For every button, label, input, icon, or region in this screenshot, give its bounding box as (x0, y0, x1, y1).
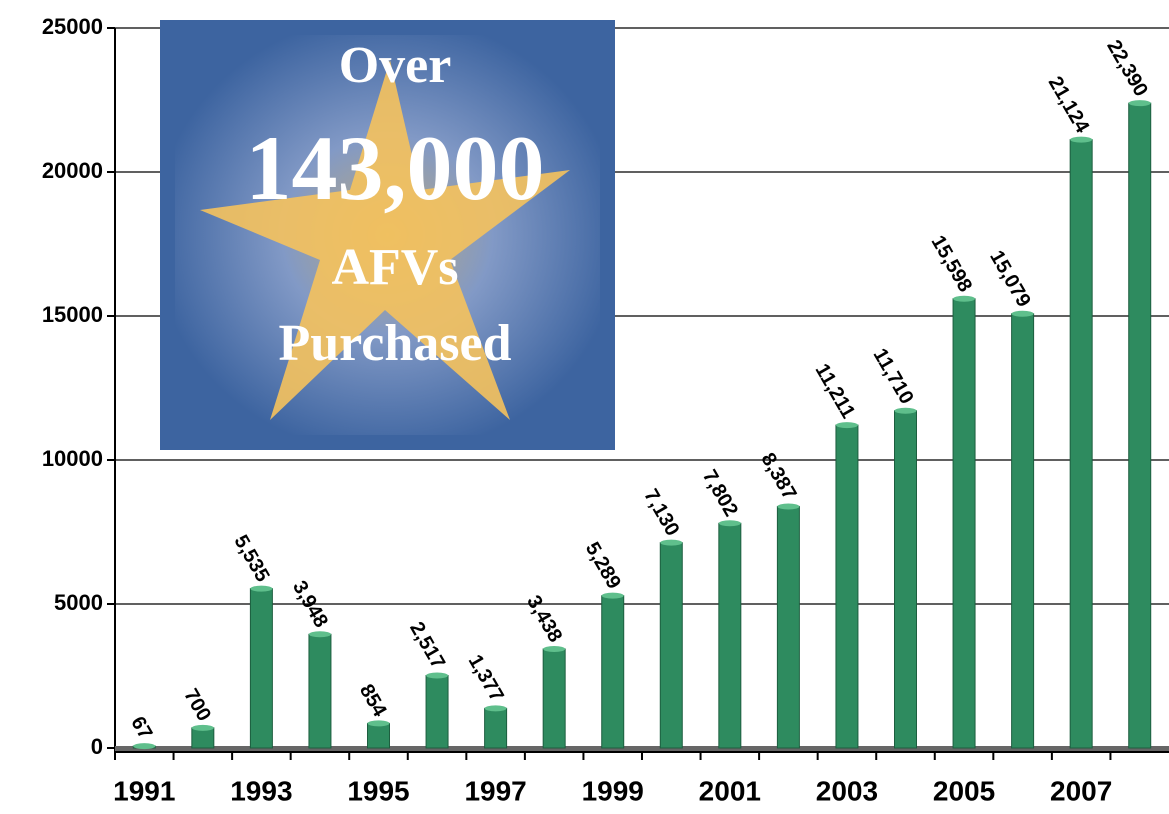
bar-cap (309, 631, 331, 637)
y-tick-label: 20000 (42, 158, 103, 183)
bar-cap (953, 296, 975, 302)
bar-cap (133, 743, 155, 749)
floor (115, 746, 1169, 751)
annotation: Purchased (278, 315, 511, 372)
chart: Over 143,000 AFVs Purchased 0 5000 10000 15… (0, 0, 1169, 809)
bar-cap (426, 673, 448, 679)
value-label: 15,079 (985, 247, 1035, 311)
annotation: Over (339, 37, 452, 94)
bar (660, 543, 682, 748)
bar-cap (485, 705, 507, 711)
bar (485, 708, 507, 748)
bar-cap (895, 408, 917, 414)
x-tick-label: 2001 (699, 775, 761, 806)
bar (953, 299, 975, 748)
badge-image: Over 143,000 AFVs Purchased (160, 20, 615, 450)
y-tick-label: 15000 (42, 302, 103, 327)
annotation: AFVs (331, 239, 458, 296)
value-label: 1,377 (464, 651, 508, 705)
bar (543, 649, 565, 748)
y-tick-label: 5000 (54, 590, 103, 615)
bar (836, 425, 858, 748)
bar-cap (368, 720, 390, 726)
value-label: 67 (126, 713, 156, 743)
value-label: 11,211 (811, 360, 860, 422)
bar (777, 506, 799, 748)
bar (1070, 140, 1092, 748)
bar-cap (777, 503, 799, 509)
bar (1012, 314, 1034, 748)
value-label: 700 (179, 685, 215, 725)
value-label: 8,387 (756, 449, 800, 503)
x-tick-label: 1993 (230, 775, 292, 806)
value-label: 5,535 (229, 531, 273, 585)
value-label: 5,289 (581, 538, 625, 592)
bar-cap (602, 593, 624, 599)
x-tick-label: 2003 (816, 775, 878, 806)
bar-cap (192, 725, 214, 731)
y-tick-label: 25000 (42, 14, 103, 39)
bar-cap (1012, 311, 1034, 317)
x-tick-label: 1991 (113, 775, 175, 806)
annotation: 143,000 (246, 117, 545, 219)
value-label: 15,598 (927, 232, 977, 296)
bar-cap (1070, 137, 1092, 143)
x-tick-label: 1999 (582, 775, 644, 806)
bar (309, 634, 331, 748)
y-tick-label: 10000 (42, 446, 103, 471)
value-label: 7,802 (698, 466, 742, 520)
bar-cap (719, 520, 741, 526)
bar (602, 596, 624, 748)
value-label: 2,517 (405, 618, 449, 672)
bar (895, 411, 917, 748)
bar-cap (836, 422, 858, 428)
bar (719, 523, 741, 748)
bar (250, 589, 272, 748)
value-label: 3,438 (522, 592, 566, 646)
bar-cap (543, 646, 565, 652)
bar (1129, 103, 1151, 748)
y-tick-label: 0 (91, 734, 103, 759)
x-tick-label: 2005 (933, 775, 995, 806)
x-tick-label: 1997 (464, 775, 526, 806)
value-label: 854 (355, 681, 391, 722)
bar-cap (250, 586, 272, 592)
value-label: 11,710 (869, 345, 918, 408)
value-label: 22,390 (1102, 36, 1152, 100)
x-tick-label: 1995 (347, 775, 409, 806)
bar (426, 676, 448, 748)
value-label: 21,124 (1044, 73, 1094, 138)
value-label: 7,130 (639, 485, 683, 539)
bar (368, 723, 390, 748)
bar-cap (1129, 100, 1151, 106)
bar-cap (660, 540, 682, 546)
bar (192, 728, 214, 748)
x-tick-label: 2007 (1050, 775, 1112, 806)
